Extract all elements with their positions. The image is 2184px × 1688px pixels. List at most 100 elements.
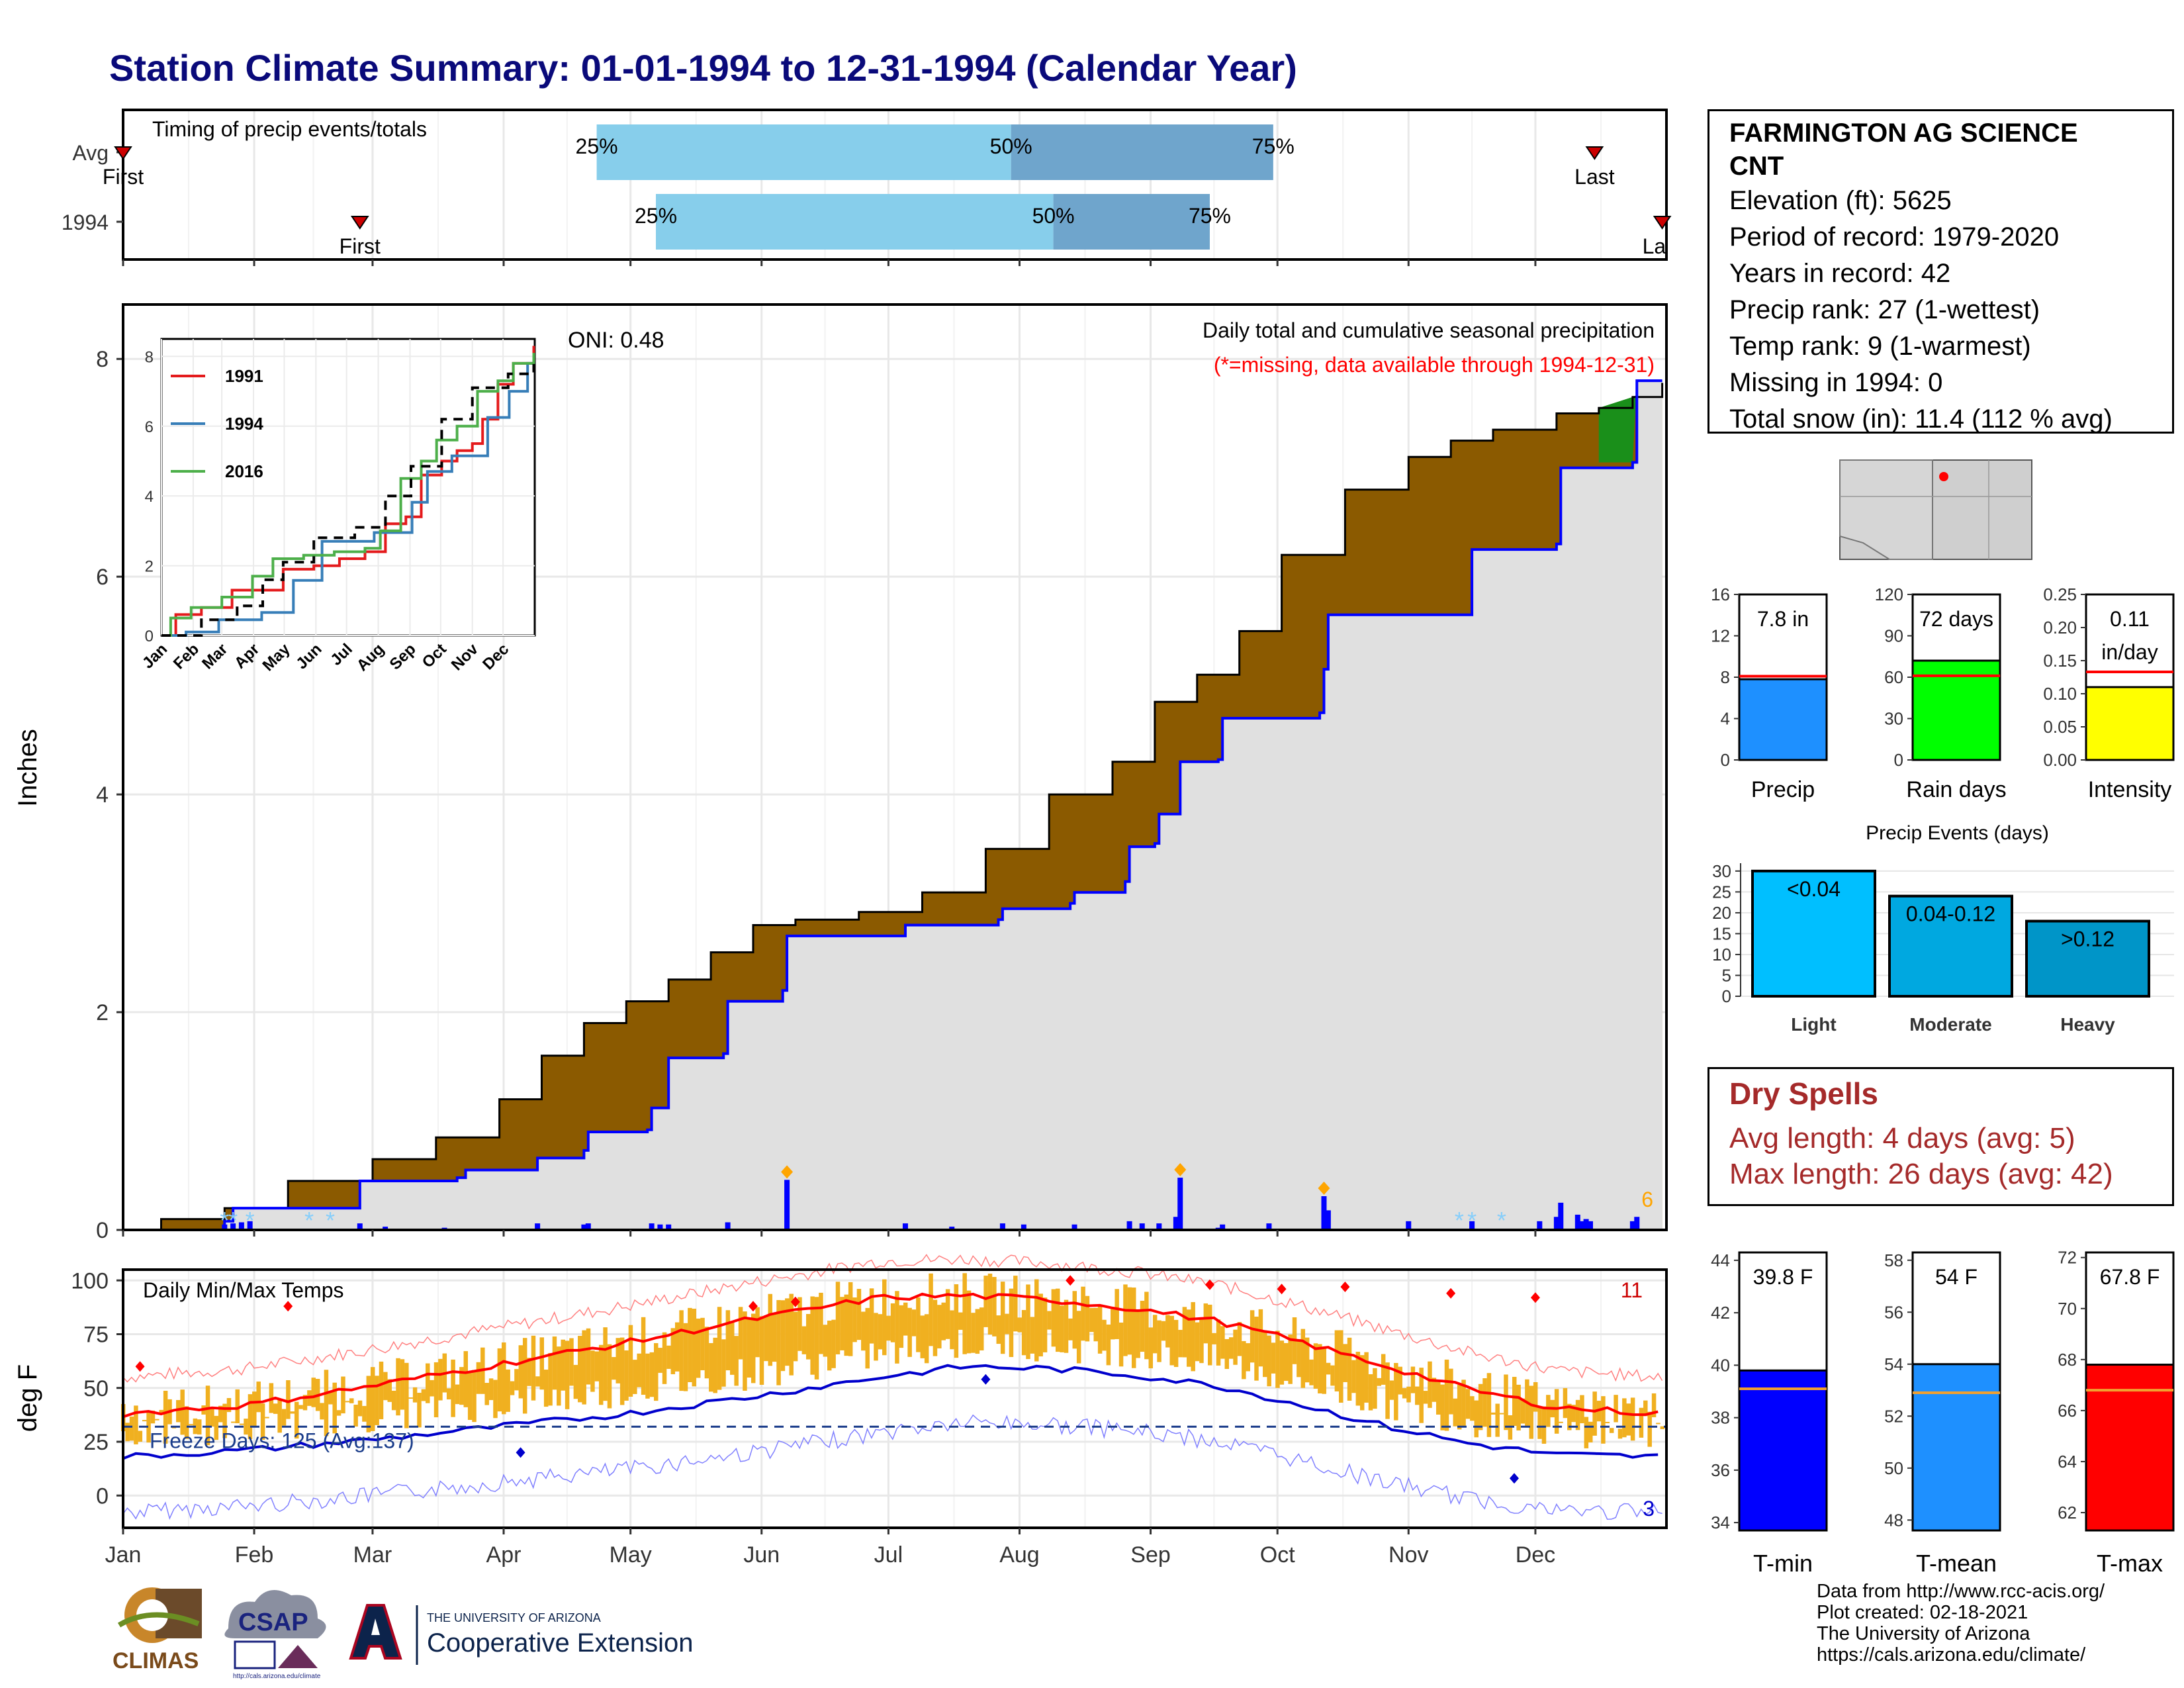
daily-temp-bar xyxy=(1567,1403,1572,1430)
event-category-label: Heavy xyxy=(2060,1014,2115,1035)
daily-temp-bar xyxy=(890,1303,895,1342)
daily-temp-bar xyxy=(979,1307,984,1351)
daily-temp-bar xyxy=(294,1401,299,1439)
daily-temp-bar xyxy=(353,1405,358,1427)
y-tick-label: 0.20 xyxy=(2043,618,2077,637)
daily-temp-bar xyxy=(1499,1413,1504,1415)
daily-temp-bar xyxy=(1355,1352,1361,1406)
daily-temp-bar xyxy=(1584,1417,1589,1448)
daily-temp-bar xyxy=(962,1273,967,1354)
daily-precip-bar xyxy=(649,1223,655,1230)
record-marker xyxy=(1318,1182,1330,1196)
inset-series-line xyxy=(161,353,535,637)
first-marker xyxy=(114,146,132,160)
daily-temp-bar xyxy=(645,1353,650,1399)
record-high-marker xyxy=(135,1361,145,1372)
daily-temp-bar xyxy=(1322,1346,1326,1394)
daily-temp-bar xyxy=(273,1403,278,1414)
daily-temp-bar xyxy=(472,1370,477,1423)
stat-bar xyxy=(1738,678,1828,761)
daily-temp-bar xyxy=(823,1325,828,1357)
y-tick-label: 36 xyxy=(1711,1460,1730,1480)
timing-bar-50-75 xyxy=(1053,194,1210,250)
y-tick-label: 40 xyxy=(1711,1355,1730,1375)
daily-temp-bar xyxy=(679,1310,684,1391)
first-label: First xyxy=(340,234,381,258)
y-tick-label: 50 xyxy=(83,1376,109,1401)
timing-label-50: 50% xyxy=(1032,204,1075,228)
daily-temp-bar xyxy=(1220,1326,1225,1359)
stat-bar xyxy=(1911,1363,2001,1532)
daily-precip-bar xyxy=(581,1224,587,1230)
daily-temp-bar xyxy=(603,1327,608,1401)
daily-temp-bar xyxy=(848,1282,853,1356)
daily-temp-bar xyxy=(1242,1340,1246,1380)
daily-temp-bar xyxy=(134,1405,138,1444)
record-count: 6 xyxy=(1641,1188,1653,1211)
daily-temp-bar xyxy=(1313,1343,1318,1389)
y-tick-label: 6 xyxy=(96,565,109,590)
daily-temp-bar xyxy=(785,1298,790,1366)
daily-temp-bar xyxy=(412,1387,418,1403)
daily-temp-bar xyxy=(772,1314,777,1362)
daily-temp-bar xyxy=(607,1344,612,1409)
daily-temp-bar xyxy=(907,1307,912,1357)
timing-label-75: 75% xyxy=(1252,134,1295,158)
daily-temp-bar xyxy=(987,1274,993,1335)
temp-title: Daily Min/Max Temps xyxy=(143,1278,343,1302)
daily-temp-bar xyxy=(683,1323,688,1391)
daily-temp-bar xyxy=(743,1311,747,1391)
daily-temp-bar xyxy=(1233,1329,1238,1365)
daily-temp-bar xyxy=(1516,1384,1521,1430)
stat-value-label: 0.11 xyxy=(2110,607,2150,631)
daily-temp-bar xyxy=(1423,1391,1428,1404)
y-tick-label: 15 xyxy=(1712,923,1731,943)
daily-temp-bar xyxy=(582,1330,586,1405)
inset-x-label: Oct xyxy=(419,640,450,671)
y-tick-label: 34 xyxy=(1711,1513,1730,1532)
y-tick-label: 50 xyxy=(1884,1458,1903,1478)
y-tick-label: 38 xyxy=(1711,1408,1730,1428)
daily-precip-bar xyxy=(725,1222,731,1230)
daily-temp-bar xyxy=(882,1279,887,1356)
inset-x-label: Jun xyxy=(293,640,325,673)
daily-temp-bar xyxy=(619,1337,625,1405)
x-tick-label: Feb xyxy=(235,1542,274,1568)
daily-temp-bar xyxy=(349,1398,354,1403)
daily-temp-bar xyxy=(929,1273,933,1346)
stat-value-label: 67.8 F xyxy=(2100,1265,2160,1289)
inset-x-label: May xyxy=(259,640,295,675)
record-low-line xyxy=(122,1414,1662,1520)
daily-temp-bar xyxy=(1076,1311,1081,1364)
daily-temp-bar xyxy=(1330,1365,1335,1386)
event-bar xyxy=(1751,869,1876,998)
daily-temp-bar xyxy=(248,1394,253,1440)
daily-temp-bar xyxy=(497,1348,502,1412)
daily-temp-bar xyxy=(793,1311,798,1362)
daily-precip-bar xyxy=(1537,1221,1543,1230)
daily-temp-bar xyxy=(1000,1282,1005,1354)
daily-temp-bar xyxy=(637,1353,641,1387)
y-tick-label: 5 xyxy=(1722,965,1731,985)
daily-temp-bar xyxy=(1609,1428,1614,1433)
daily-temp-bar xyxy=(1246,1343,1250,1372)
ua-big-text: Cooperative Extension xyxy=(427,1628,693,1658)
daily-temp-bar xyxy=(1072,1291,1077,1349)
daily-temp-bar xyxy=(1026,1284,1030,1360)
daily-temp-bar xyxy=(1402,1387,1407,1399)
daily-temp-bar xyxy=(1271,1342,1276,1374)
y-tick-label: 120 xyxy=(1875,585,1903,604)
daily-precip-bar xyxy=(657,1224,663,1230)
locator-map xyxy=(1839,459,2032,560)
y-axis-label: Inches xyxy=(13,729,42,807)
daily-temp-bar xyxy=(945,1289,950,1339)
daily-temp-bar xyxy=(713,1337,717,1393)
daily-temp-bar xyxy=(467,1373,473,1421)
inset-x-label: Jul xyxy=(327,640,356,669)
daily-precip-bar xyxy=(238,1222,244,1230)
daily-precip-bar xyxy=(383,1227,388,1230)
y-tick-label: 8 xyxy=(96,347,109,372)
daily-temp-bar xyxy=(265,1417,269,1419)
daily-temp-bar xyxy=(801,1326,807,1354)
y-tick-label: 25 xyxy=(83,1430,109,1455)
